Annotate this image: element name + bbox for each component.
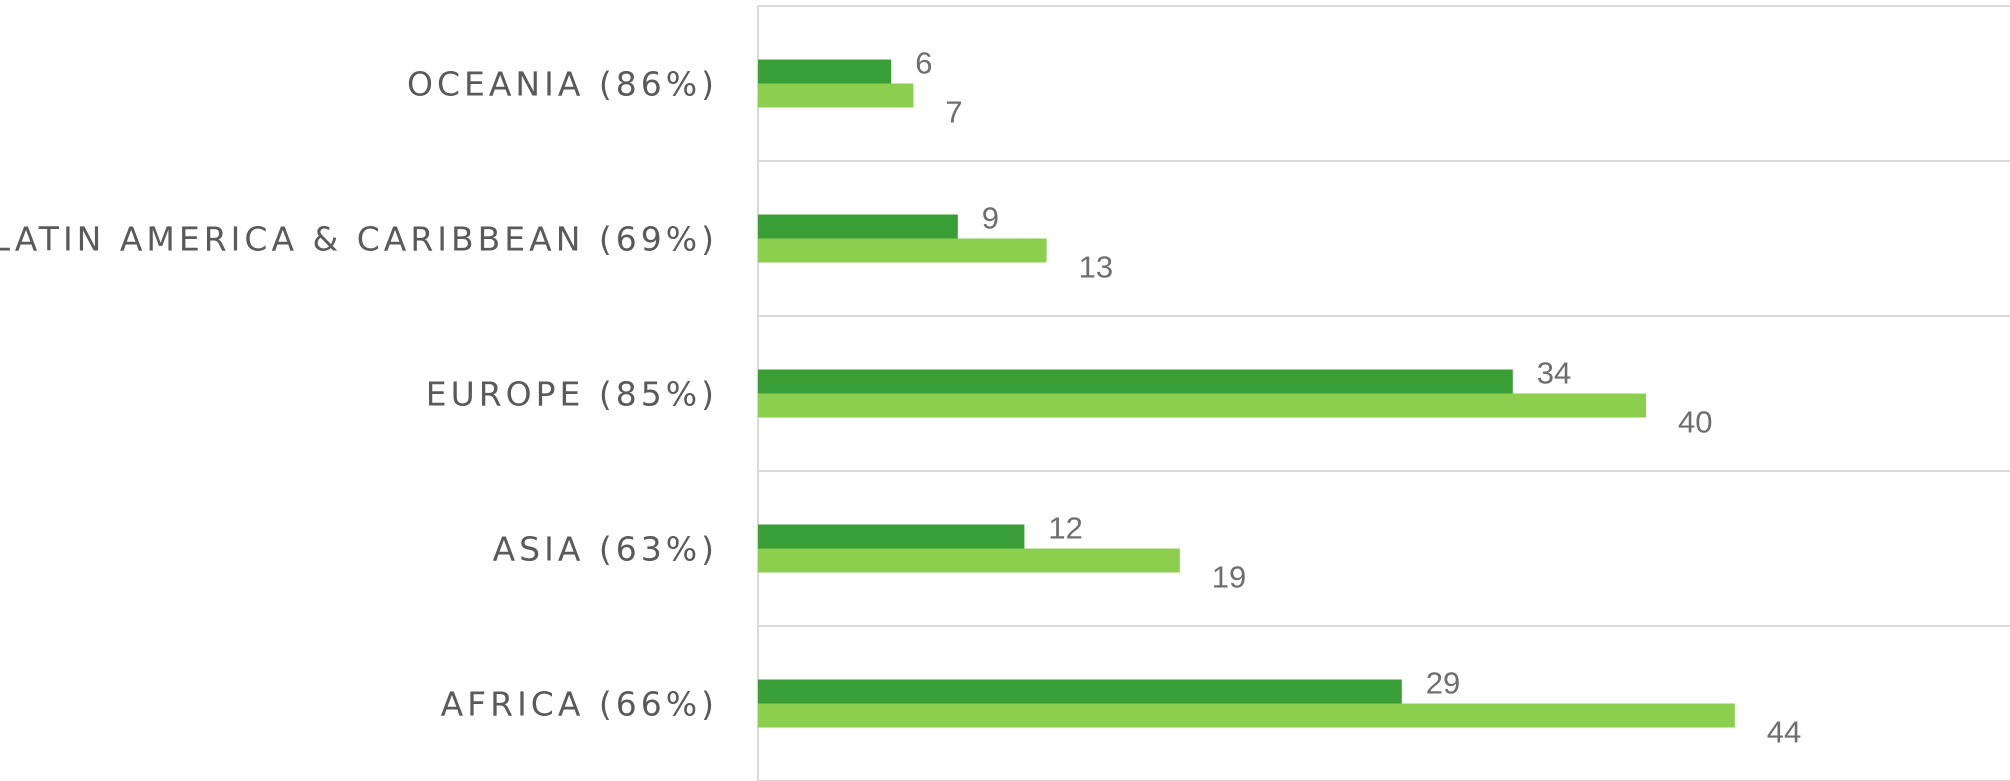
- bar: [758, 679, 1402, 704]
- bar: [758, 214, 958, 239]
- bar: [758, 524, 1025, 549]
- data-label: 12: [1048, 511, 1082, 546]
- bar: [758, 703, 1735, 728]
- bar: [758, 393, 1646, 418]
- bar: [758, 59, 892, 84]
- data-label: 44: [1767, 715, 1801, 750]
- category-label: OCEANIA (86%): [407, 65, 718, 104]
- category-label: EUROPE (85%): [426, 375, 718, 414]
- data-label: 19: [1212, 560, 1246, 595]
- data-label: 6: [915, 46, 932, 81]
- category-label: LATIN AMERICA & CARIBBEAN (69%): [0, 220, 718, 259]
- data-label: 29: [1426, 666, 1460, 701]
- data-label: 9: [982, 201, 999, 236]
- data-label: 34: [1537, 356, 1571, 391]
- data-label: 13: [1079, 250, 1113, 285]
- data-label: 7: [945, 95, 962, 130]
- bar: [758, 238, 1047, 263]
- bar: [758, 369, 1513, 394]
- category-label: ASIA (63%): [493, 530, 718, 569]
- data-label: 40: [1678, 405, 1712, 440]
- bar: [758, 548, 1180, 573]
- bar: [758, 83, 914, 108]
- category-label: AFRICA (66%): [441, 685, 718, 724]
